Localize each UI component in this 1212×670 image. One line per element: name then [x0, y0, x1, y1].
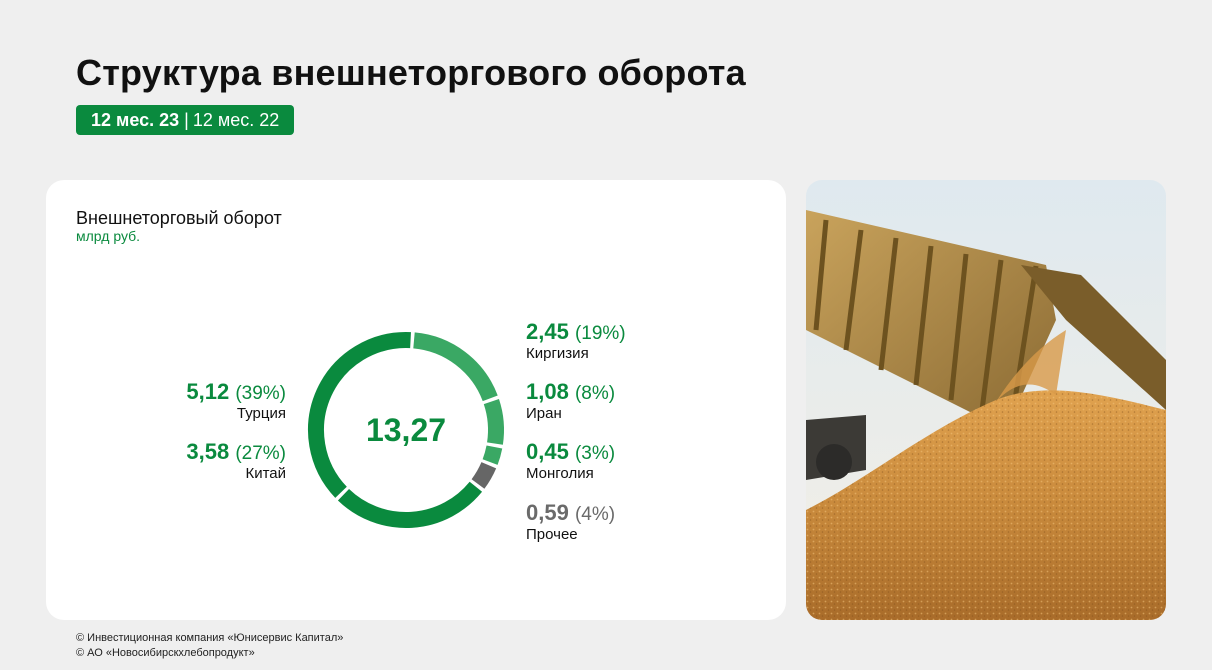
donut-slice-turkey: [308, 332, 411, 498]
period-toggle[interactable]: 12 мес. 23 | 12 мес. 22: [76, 105, 295, 135]
name-china: Китай: [245, 465, 286, 482]
donut-slice-other: [471, 461, 497, 489]
chart-total: 13,27: [365, 412, 447, 448]
donut-slice-iran: [483, 399, 504, 445]
value-other: 0,59: [526, 500, 569, 525]
percent-iran: (8%): [574, 383, 616, 404]
label-turkey: 5,12 (39%) Турция: [186, 380, 286, 422]
percent-china: (27%): [235, 443, 286, 464]
label-other: 0,59 (4%) Прочее: [526, 501, 615, 543]
grain-truck-photo: [806, 180, 1166, 620]
percent-mongolia: (3%): [574, 443, 616, 464]
value-mongolia: 0,45: [526, 439, 569, 464]
label-kyrgyzstan: 2,45 (19%) Киргизия: [526, 320, 626, 362]
value-kyrgyzstan: 2,45: [526, 319, 569, 344]
footer-copyright-2: © АО «Новосибирскхлебопродукт»: [76, 647, 255, 659]
period-separator: |: [184, 109, 189, 130]
value-iran: 1,08: [526, 379, 569, 404]
name-iran: Иран: [526, 405, 562, 422]
label-china: 3,58 (27%) Китай: [186, 440, 286, 482]
footer: © Инвестиционная компания «Юнисервис Кап…: [76, 631, 343, 661]
grain-truck-illustration: [806, 180, 1166, 620]
name-mongolia: Монголия: [526, 465, 594, 482]
footer-copyright-1: © Инвестиционная компания «Юнисервис Кап…: [76, 632, 344, 644]
name-turkey: Турция: [236, 405, 286, 422]
percent-other: (4%): [574, 504, 616, 525]
label-iran: 1,08 (8%) Иран: [526, 380, 615, 422]
label-mongolia: 0,45 (3%) Монголия: [526, 440, 615, 482]
percent-turkey: (39%): [235, 383, 286, 404]
donut-slice-kyrgyzstan: [413, 332, 498, 402]
period-previous[interactable]: 12 мес. 22: [192, 109, 280, 130]
page-title: Структура внешнеторгового оборота: [76, 52, 746, 93]
name-other: Прочее: [526, 526, 578, 543]
chart-unit: млрд руб.: [76, 228, 141, 244]
period-current[interactable]: 12 мес. 23: [91, 109, 180, 130]
value-china: 3,58: [186, 439, 230, 464]
chart-title: Внешнеторговый оборот: [76, 208, 282, 228]
donut-slice-mongolia: [482, 445, 503, 465]
value-turkey: 5,12: [186, 379, 230, 404]
chart-card: Внешнеторговый оборот млрд руб. 13,27 5,…: [46, 180, 786, 620]
name-kyrgyzstan: Киргизия: [526, 345, 589, 362]
percent-kyrgyzstan: (19%): [574, 323, 626, 344]
donut-chart: [308, 332, 504, 528]
donut-slice-china: [337, 481, 483, 528]
